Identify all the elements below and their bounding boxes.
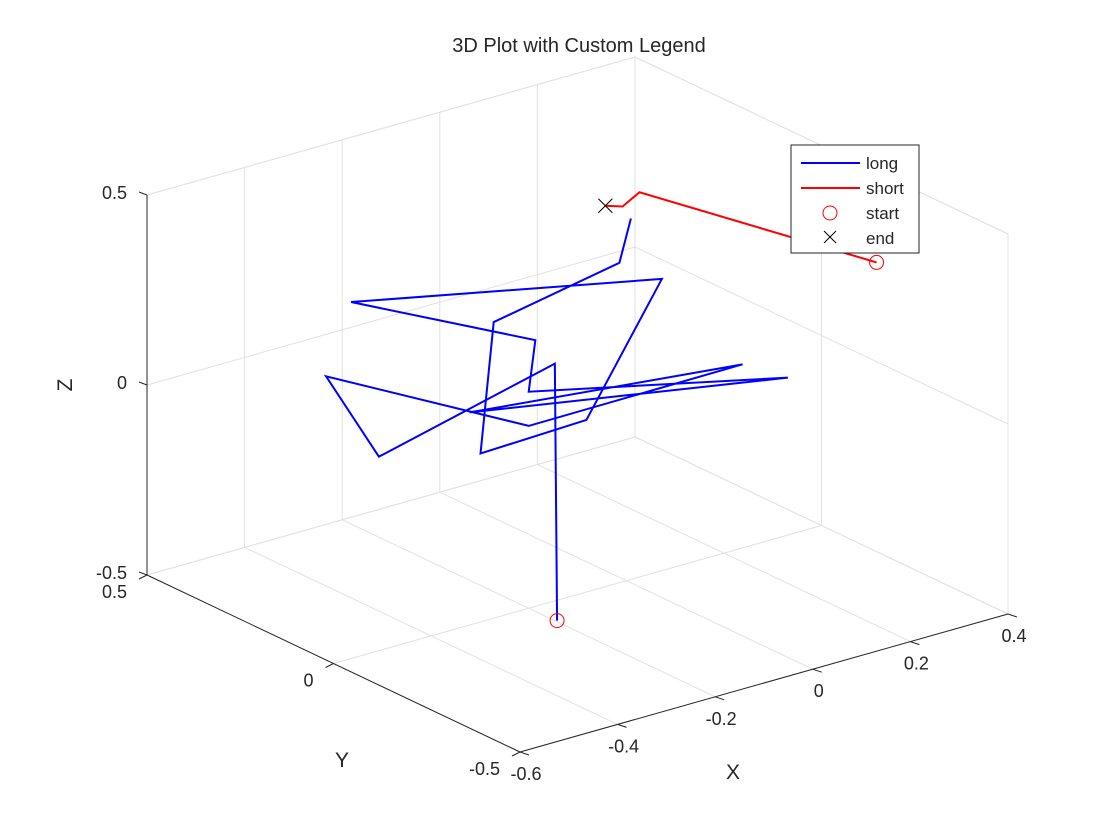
- series-short-line: [605, 191, 877, 264]
- y-tick: [138, 574, 148, 580]
- y-axis-label: Y: [335, 749, 349, 772]
- legend-start-label: start: [866, 204, 899, 223]
- x-axis-label: X: [726, 761, 740, 784]
- y-tick-label: -0.5: [469, 759, 500, 779]
- y-tick-label: 0: [303, 671, 313, 691]
- z-axis-label: Z: [54, 378, 77, 391]
- chart-title: 3D Plot with Custom Legend: [452, 35, 705, 57]
- legend: long short start end: [790, 144, 920, 254]
- tick-label-layer: -0.6-0.4-0.200.20.4-0.500.5-0.500.5: [96, 183, 1027, 784]
- grid-line: [146, 246, 636, 386]
- x-tick-label: 0: [814, 681, 824, 701]
- x-tick: [812, 668, 822, 673]
- y-tick: [325, 663, 334, 668]
- x-tick: [617, 723, 627, 728]
- legend-long-label: long: [866, 154, 898, 173]
- x-tick: [715, 696, 725, 701]
- legend-start-marker: [822, 205, 838, 221]
- data-layer: [323, 191, 885, 629]
- z-tick-label: 0: [117, 373, 127, 393]
- end-marker-stroke: [597, 198, 613, 214]
- y-tick-label: 0.5: [102, 582, 127, 602]
- x-tick: [1007, 613, 1018, 618]
- z-tick: [138, 191, 148, 196]
- axes-layer: [138, 191, 1018, 757]
- legend-box: [790, 144, 920, 254]
- box-edge: [146, 56, 636, 196]
- series-long-line: [323, 218, 788, 621]
- legend-short-label: short: [866, 179, 904, 198]
- end-marker: [597, 198, 613, 214]
- x-axis-line: [519, 613, 1009, 753]
- x-tick: [910, 641, 920, 646]
- grid-line: [634, 246, 1009, 425]
- x-tick-label: 0.4: [1001, 626, 1026, 646]
- y-tick: [511, 751, 521, 757]
- start-marker: [869, 254, 885, 270]
- z-tick: [138, 381, 148, 386]
- x-tick-label: -0.4: [608, 736, 639, 756]
- x-tick-label: -0.2: [706, 709, 737, 729]
- x-tick: [519, 751, 530, 756]
- z-tick-label: -0.5: [96, 563, 127, 583]
- z-tick: [138, 571, 148, 576]
- x-tick-label: -0.6: [510, 764, 541, 784]
- x-tick-label: 0.2: [904, 654, 929, 674]
- grid-line: [146, 436, 636, 576]
- legend-end-label: end: [866, 229, 894, 248]
- start-marker: [549, 613, 565, 629]
- grid-line: [333, 525, 822, 664]
- z-tick-label: 0.5: [102, 183, 127, 203]
- legend-end-marker: [823, 230, 837, 244]
